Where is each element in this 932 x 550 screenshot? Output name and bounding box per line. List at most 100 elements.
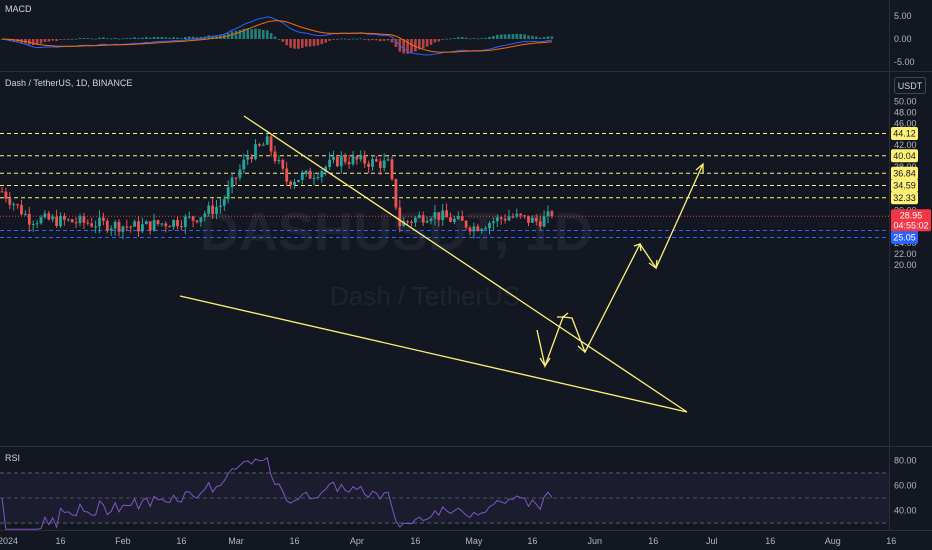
macd-histogram-bar bbox=[297, 39, 300, 49]
candle-down bbox=[289, 181, 292, 186]
candle-down bbox=[281, 159, 285, 169]
level-tag-label: 36.84 bbox=[893, 168, 916, 178]
candle-down bbox=[468, 227, 472, 232]
macd-histogram-bar bbox=[492, 35, 495, 39]
macd-histogram bbox=[0, 28, 554, 54]
candle-down bbox=[86, 222, 90, 224]
currency-button[interactable]: USDT bbox=[894, 77, 926, 94]
time-axis-label: Mar bbox=[228, 536, 244, 546]
macd-histogram-bar bbox=[82, 37, 86, 39]
level-tag-bg bbox=[891, 191, 918, 205]
macd-histogram-bar bbox=[359, 38, 363, 40]
macd-pane[interactable]: MACD 5.00 0.00 -5.00 bbox=[0, 4, 915, 67]
candle-down bbox=[102, 217, 105, 221]
macd-histogram-bar bbox=[390, 39, 394, 43]
candle-down bbox=[211, 205, 214, 214]
macd-histogram-bar bbox=[375, 39, 378, 41]
macd-histogram-bar bbox=[234, 30, 238, 39]
macd-histogram-bar bbox=[137, 37, 140, 39]
candle-up bbox=[94, 226, 97, 228]
currency-button-label: USDT bbox=[898, 81, 923, 91]
drawing-wedge[interactable] bbox=[179, 115, 688, 413]
candle-down bbox=[476, 226, 480, 232]
candle-down bbox=[523, 215, 526, 217]
support-tag-label: 25.05 bbox=[893, 233, 916, 243]
macd-histogram-bar bbox=[324, 39, 327, 43]
time-axis-label: 16 bbox=[410, 536, 420, 546]
macd-signal-line bbox=[1, 20, 552, 53]
candle-down bbox=[464, 220, 468, 228]
rsi-pane[interactable]: RSI 80.00 60.00 40.00 bbox=[0, 453, 917, 530]
candle-up bbox=[425, 221, 429, 223]
macd-histogram-bar bbox=[55, 39, 58, 41]
macd-histogram-bar bbox=[546, 36, 550, 39]
candle-down bbox=[343, 155, 347, 163]
candle-up bbox=[31, 223, 35, 225]
macd-histogram-bar bbox=[31, 39, 35, 46]
time-axis[interactable]: 2024 16 Feb 16 Mar 16 Apr 16 May 16 Jun 16 Jul 16 Aug 1… bbox=[0, 536, 896, 546]
candle-up bbox=[472, 226, 476, 232]
macd-histogram-bar bbox=[262, 30, 265, 39]
candle-down bbox=[347, 162, 351, 165]
level-tag-label: 32.33 bbox=[893, 193, 916, 203]
candle-up bbox=[300, 173, 304, 181]
candle-down bbox=[16, 204, 19, 206]
macd-histogram-bar bbox=[550, 36, 554, 39]
current-price-value: 28.95 bbox=[900, 211, 923, 221]
candle-up bbox=[222, 199, 226, 206]
candle-up bbox=[230, 177, 234, 188]
drawing-projection-path[interactable] bbox=[536, 162, 704, 369]
projection-arrowhead bbox=[695, 162, 704, 173]
candle-down bbox=[137, 221, 140, 232]
candle-up bbox=[39, 217, 43, 224]
candle-up bbox=[43, 213, 47, 218]
rsi-axis-ticks: 80.00 60.00 40.00 bbox=[894, 456, 917, 516]
candle-up bbox=[456, 216, 460, 219]
macd-histogram-bar bbox=[133, 37, 136, 39]
macd-histogram-bar bbox=[371, 39, 374, 41]
current-price-tag: 28.95 04:55:02 bbox=[891, 209, 931, 232]
candle-up bbox=[414, 217, 417, 223]
macd-histogram-bar bbox=[242, 28, 246, 39]
time-axis-label: 16 bbox=[648, 536, 658, 546]
macd-histogram-bar bbox=[406, 39, 409, 54]
projection-arrowhead bbox=[648, 259, 658, 270]
price-tick-label: 50.00 bbox=[894, 97, 917, 107]
macd-histogram-bar bbox=[316, 39, 320, 46]
candle-up bbox=[484, 228, 487, 230]
macd-histogram-bar bbox=[289, 39, 292, 48]
wedge-lower-trendline[interactable] bbox=[179, 295, 688, 413]
macd-histogram-bar bbox=[172, 37, 175, 39]
macd-histogram-bar bbox=[51, 39, 54, 41]
candle-up bbox=[219, 205, 222, 208]
candle-up bbox=[332, 156, 335, 160]
candle-down bbox=[125, 226, 129, 228]
time-axis-label: 16 bbox=[886, 536, 896, 546]
macd-histogram-bar bbox=[468, 38, 472, 40]
macd-axis-ticks: 5.00 0.00 -5.00 bbox=[894, 11, 915, 67]
candle-up bbox=[297, 180, 300, 182]
macd-histogram-bar bbox=[484, 37, 487, 39]
macd-histogram-bar bbox=[35, 39, 39, 45]
wedge-upper-trendline[interactable] bbox=[243, 115, 688, 413]
candle-down bbox=[367, 163, 370, 167]
price-pane[interactable]: DASHUSDT, 1D Dash / TetherUS Dash / Teth… bbox=[0, 77, 931, 413]
macd-histogram-bar bbox=[148, 37, 152, 39]
candle-up bbox=[24, 213, 27, 215]
macd-histogram-bar bbox=[164, 37, 168, 39]
macd-histogram-bar bbox=[184, 37, 187, 39]
time-axis-label: 16 bbox=[765, 536, 775, 546]
macd-histogram-bar bbox=[145, 36, 148, 39]
candle-up bbox=[433, 212, 437, 219]
macd-histogram-bar bbox=[527, 35, 530, 39]
candle-down bbox=[527, 215, 530, 223]
candle-down bbox=[55, 216, 58, 227]
macd-histogram-bar bbox=[285, 39, 288, 46]
candle-up bbox=[515, 213, 519, 217]
candle-up bbox=[441, 210, 445, 221]
projection-path-line[interactable] bbox=[536, 163, 704, 369]
macd-histogram-bar bbox=[70, 38, 74, 40]
candle-down bbox=[164, 223, 168, 227]
macd-histogram-bar bbox=[211, 35, 214, 39]
